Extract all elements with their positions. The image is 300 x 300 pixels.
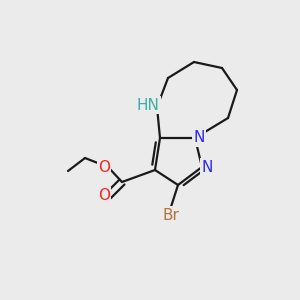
Text: Br: Br bbox=[163, 208, 179, 223]
Text: HN: HN bbox=[136, 98, 159, 112]
Text: O: O bbox=[98, 160, 110, 175]
Text: N: N bbox=[201, 160, 213, 175]
Text: O: O bbox=[98, 188, 110, 203]
Text: N: N bbox=[193, 130, 205, 146]
